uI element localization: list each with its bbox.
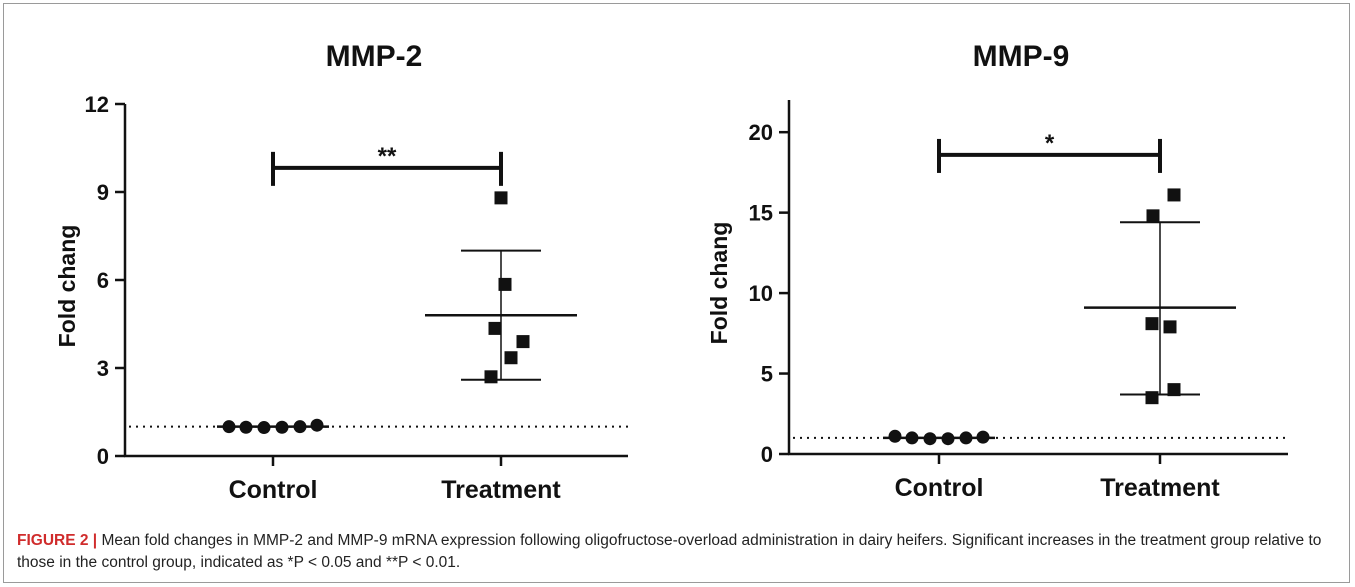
panel2-point-treatment — [1167, 188, 1181, 202]
panel2-point-treatment — [1145, 317, 1159, 331]
panel2-point-treatment — [1145, 391, 1159, 405]
panel1-x-tick-label: Treatment — [441, 476, 561, 504]
caption-label: FIGURE 2 | — [17, 532, 98, 549]
panel1-x-tick-label: Control — [229, 476, 318, 504]
panel1-point-control — [293, 420, 307, 434]
panel1-point-control — [310, 418, 324, 432]
panel2-point-control — [923, 432, 937, 446]
panel2-title: MMP-9 — [973, 40, 1070, 73]
panel1-point-control — [275, 420, 289, 434]
panel2-y-tick-label: 5 — [761, 362, 773, 387]
panel2-point-control — [959, 431, 973, 445]
panel1-point-control — [222, 420, 236, 434]
panel1-y-tick-label: 0 — [97, 444, 109, 469]
panel1-y-tick-label: 6 — [97, 268, 109, 293]
panel2-point-control — [905, 431, 919, 445]
panel2-y-tick-label: 0 — [761, 442, 773, 467]
panel1-y-tick-label: 3 — [97, 356, 109, 381]
panel1-point-treatment — [488, 321, 502, 335]
panel2-y-tick-label: 10 — [749, 281, 773, 306]
panel1-point-treatment — [484, 370, 498, 384]
panel1-title: MMP-2 — [326, 40, 423, 73]
panel2-point-control — [888, 429, 902, 443]
panel2-y-tick-label: 20 — [749, 120, 773, 145]
panel2-y-axis-label: Fold chang — [706, 222, 732, 345]
panel1-point-control — [239, 420, 253, 434]
caption-text: Mean fold changes in MMP-2 and MMP-9 mRN… — [17, 532, 1322, 571]
panel1-y-axis-label: Fold chang — [54, 225, 80, 348]
figure-caption: FIGURE 2 | Mean fold changes in MMP-2 an… — [17, 530, 1337, 574]
panel2-y-tick-label: 15 — [749, 201, 773, 226]
panel1-y-tick-label: 12 — [85, 92, 109, 117]
panel2-x-tick-label: Treatment — [1100, 474, 1220, 502]
panel2-point-control — [976, 430, 990, 444]
figure-frame — [3, 3, 1350, 583]
panel2-significance-marker: * — [1045, 130, 1055, 157]
panel1-point-treatment — [498, 277, 512, 291]
panel1-point-treatment — [516, 335, 530, 349]
panel2-point-treatment — [1146, 209, 1160, 223]
panel1-significance-marker: ** — [378, 143, 397, 170]
panel2-point-treatment — [1163, 320, 1177, 334]
panel2-x-tick-label: Control — [895, 474, 984, 502]
panel1-point-treatment — [494, 191, 508, 205]
panel2-point-treatment — [1167, 383, 1181, 397]
panel1-y-tick-label: 9 — [97, 180, 109, 205]
panel1-point-control — [257, 421, 271, 435]
panel1-point-treatment — [504, 351, 518, 365]
panel2-point-control — [941, 432, 955, 446]
